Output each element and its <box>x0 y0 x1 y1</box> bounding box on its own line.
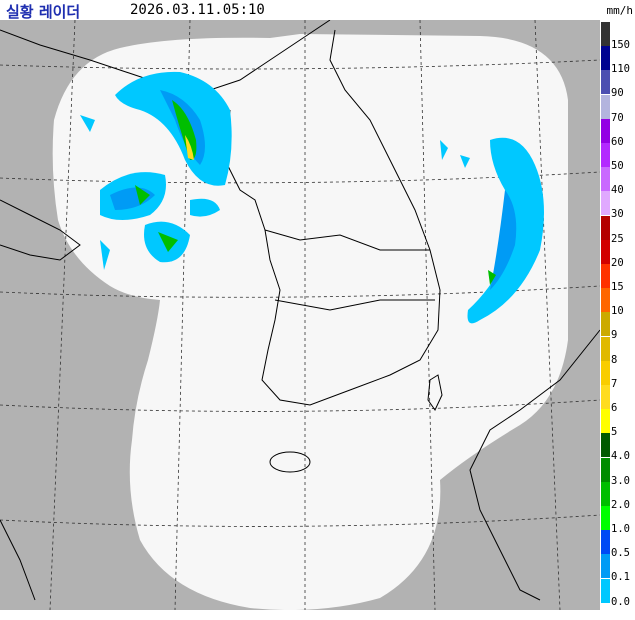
legend-label: 60 <box>611 135 624 148</box>
precipitation-echo <box>80 71 544 324</box>
legend-swatch <box>601 506 610 530</box>
legend-label: 25 <box>611 232 624 245</box>
legend-label: 90 <box>611 87 624 100</box>
legend-label: 40 <box>611 184 624 197</box>
legend-swatch <box>601 22 610 46</box>
legend-swatch <box>601 481 610 506</box>
legend-label: 150 <box>611 39 630 51</box>
legend: 150 110 90 70 60 50 40 30 25 20 15 10 9 8 7 6 5 4.0 3.0 2.0… <box>600 20 635 610</box>
legend-swatch <box>601 554 610 579</box>
legend-label: 20 <box>611 256 624 269</box>
legend-label: 9 <box>611 329 618 342</box>
legend-label: 6 <box>611 402 618 414</box>
legend-swatch <box>601 215 610 240</box>
legend-label: 3.0 <box>611 474 630 487</box>
legend-label: 0.0 <box>611 595 630 608</box>
legend-label: 70 <box>611 111 624 124</box>
legend-label: 0.1 <box>611 571 630 584</box>
legend-swatch <box>601 264 610 288</box>
legend-swatch <box>601 46 610 71</box>
unit: mm/h <box>606 4 634 17</box>
radar-coverage <box>52 34 568 610</box>
legend-swatch <box>601 385 610 409</box>
legend-swatch <box>601 360 610 385</box>
legend-label: 50 <box>611 160 624 172</box>
legend-label: 0.5 <box>611 547 630 560</box>
radar-map <box>0 20 600 610</box>
legend-label: 7 <box>611 377 618 390</box>
legend-label: 5 <box>611 426 618 439</box>
legend-swatch <box>601 433 610 458</box>
legend-swatch <box>601 239 610 264</box>
coastline <box>0 20 600 601</box>
legend-label: 1.0 <box>611 523 630 535</box>
timestamp: 2026.03.11.05:10 <box>130 2 265 18</box>
legend-label: 110 <box>611 63 630 76</box>
legend-label: 2.0 <box>611 498 630 511</box>
legend-swatch <box>601 530 610 555</box>
legend-swatch <box>601 312 610 337</box>
legend-swatch <box>601 70 610 95</box>
legend-label: 15 <box>611 281 624 293</box>
legend-swatch <box>601 167 610 192</box>
legend-swatch <box>601 578 610 603</box>
legend-label: 8 <box>611 353 618 366</box>
lat-lon-grid <box>0 20 600 610</box>
legend-swatch <box>601 94 610 119</box>
header: 실황 레이더 2026.03.11.05:10 <box>0 0 600 21</box>
legend-swatch <box>601 336 610 361</box>
legend-swatch <box>601 191 610 216</box>
legend-swatch <box>601 409 610 434</box>
legend-swatch <box>601 457 610 482</box>
legend-swatch <box>601 288 610 313</box>
legend-swatch <box>601 143 610 167</box>
legend-label: 30 <box>611 208 624 221</box>
legend-label: 4.0 <box>611 450 630 463</box>
legend-swatch <box>601 118 610 143</box>
title: 실황 레이더 <box>6 3 81 21</box>
legend-label: 10 <box>611 305 624 318</box>
